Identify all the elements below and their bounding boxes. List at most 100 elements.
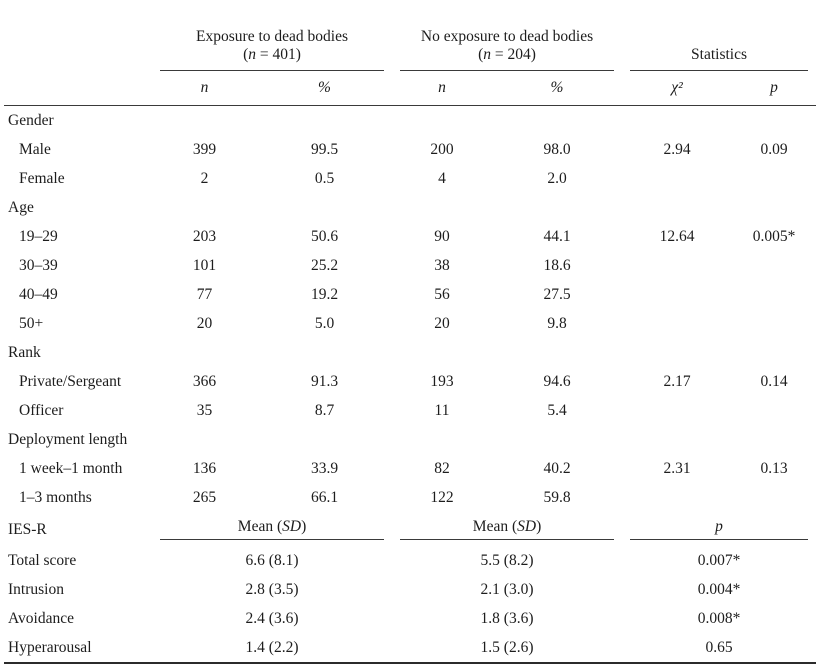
cell-exposure-n: 2: [200, 170, 209, 187]
cell-chi-square: [622, 251, 732, 280]
cell-p: 0.14: [760, 373, 788, 390]
cell-p: 0.09: [760, 141, 788, 158]
cell-exposure-n: 399: [192, 141, 217, 158]
cell-exposure-n: 203: [192, 228, 217, 245]
cell-mean-exposure: 1.4 (2.2): [152, 633, 393, 664]
cell-p-value: 0.65: [622, 633, 817, 664]
table-row: 19–29 203 50.6 90 44.1 12.64 0.005*: [4, 222, 816, 251]
row-label: Hyperarousal: [4, 633, 152, 664]
row-label: 1–3 months: [19, 489, 92, 506]
percent-header: %: [550, 79, 564, 96]
cell-p: [732, 280, 816, 309]
section-title: Rank: [8, 344, 41, 361]
column-group-exposure-rule: Exposure to dead bodies (n = 401): [160, 28, 385, 71]
col-header-no-exposure-pct: %: [492, 71, 623, 106]
cell-chi-square: [622, 309, 732, 338]
cell-no-exposure-pct: 94.6: [543, 373, 571, 390]
cell-p: 0.13: [760, 460, 788, 477]
cell-no-exposure-pct: 9.8: [547, 315, 567, 332]
col-header-no-exposure-n: n: [392, 71, 493, 106]
section-row-gender: Gender: [4, 106, 816, 136]
cell-no-exposure-n: 11: [434, 402, 450, 419]
col-header-exposure-pct: %: [257, 71, 393, 106]
column-group-no-exposure: No exposure to dead bodies (n = 204): [392, 4, 622, 71]
mean-text: Mean (: [237, 518, 283, 535]
cell-chi-square: [622, 483, 732, 512]
cell-no-exposure-pct: 18.6: [543, 257, 571, 274]
cell-exposure-pct: 8.7: [314, 402, 335, 419]
cell-exposure-pct: 66.1: [310, 489, 339, 506]
cell-p: [732, 251, 816, 280]
paren-close: ): [301, 518, 307, 535]
cell-no-exposure-n: 4: [438, 170, 446, 187]
table-row: 50+ 20 5.0 20 9.8: [4, 309, 816, 338]
sub-header-empty: [4, 71, 152, 106]
cell-p: [732, 396, 816, 425]
column-group-exposure-n: (n = 401): [160, 46, 384, 64]
cell-exposure-n: 77: [196, 286, 213, 303]
row-label: 30–39: [19, 257, 58, 274]
sub-header-row: n % n % χ² p: [4, 71, 817, 106]
statistics-table: Exposure to dead bodies (n = 401) No exp…: [4, 4, 817, 664]
cell-chi-square: [622, 280, 732, 309]
cell-exposure-pct: 25.2: [310, 257, 339, 274]
cell-chi-square: 2.94: [663, 141, 691, 158]
cell-exposure-pct: 5.0: [314, 315, 335, 332]
column-group-exposure-title: Exposure to dead bodies: [196, 28, 348, 45]
col-header-p: p: [732, 71, 817, 106]
table-row: 30–39 101 25.2 38 18.6: [4, 251, 816, 280]
column-group-no-exposure-title: No exposure to dead bodies: [420, 28, 594, 45]
paren-close: ): [536, 518, 542, 535]
cell-mean-no-exposure: 2.1 (3.0): [480, 581, 534, 598]
p-rule: p: [630, 518, 809, 540]
cell-mean-exposure: 2.8 (3.5): [245, 581, 299, 598]
table-row: Private/Sergeant 366 91.3 193 94.6 2.17 …: [4, 367, 816, 396]
iesr-label: IES-R: [8, 520, 47, 538]
cell-exposure-pct: 50.6: [310, 228, 339, 245]
column-group-statistics-title: Statistics: [691, 46, 748, 63]
cell-p: [732, 309, 816, 338]
cell-no-exposure-n: 56: [434, 286, 450, 303]
row-label: 19–29: [19, 228, 58, 245]
cell-mean-no-exposure: 1.5 (2.6): [392, 633, 623, 664]
mean-sd-rule: Mean (SD): [160, 518, 385, 540]
cell-no-exposure-n: 82: [434, 460, 450, 477]
iesr-row: Hyperarousal 1.4 (2.2) 1.5 (2.6) 0.65: [4, 633, 817, 664]
n-header: n: [438, 79, 446, 96]
cell-no-exposure-pct: 40.2: [543, 460, 571, 477]
cell-no-exposure-n: 20: [434, 315, 450, 332]
table-row: 40–49 77 19.2 56 27.5: [4, 280, 816, 309]
column-group-statistics: Statistics: [622, 4, 816, 71]
row-label: 50+: [19, 315, 44, 332]
cell-mean-exposure: 6.6 (8.1): [245, 552, 299, 569]
cell-chi-square: 12.64: [659, 228, 695, 245]
sd-symbol: SD: [517, 518, 537, 535]
iesr-row: Intrusion 2.8 (3.5) 2.1 (3.0) 0.004*: [4, 575, 816, 604]
column-group-no-exposure-n: (n = 204): [400, 46, 614, 64]
cell-exposure-n: 265: [192, 489, 217, 506]
cell-mean-no-exposure: 5.5 (8.2): [480, 552, 534, 569]
column-group-no-exposure-rule: No exposure to dead bodies (n = 204): [400, 28, 615, 71]
mean-sd-rule: Mean (SD): [400, 518, 615, 540]
row-label: Officer: [19, 402, 64, 419]
cell-mean-no-exposure: 1.8 (3.6): [480, 610, 534, 627]
cell-exposure-n: 35: [196, 402, 213, 419]
mean-sd-header-exposure: Mean (SD): [152, 512, 392, 546]
cell-p-value: 0.007*: [697, 552, 741, 569]
cell-chi-square: [622, 164, 732, 193]
section-row-age: Age: [4, 193, 816, 222]
sd-symbol: SD: [282, 518, 302, 535]
cell-no-exposure-n: 38: [434, 257, 450, 274]
row-label: 1 week–1 month: [19, 460, 123, 477]
n-symbol: n: [248, 46, 257, 63]
col-header-exposure-n: n: [152, 71, 257, 106]
cell-p: [732, 164, 816, 193]
cell-exposure-n: 101: [192, 257, 217, 274]
section-title: Deployment length: [8, 431, 128, 448]
col-header-chi-square: χ²: [622, 71, 733, 106]
cell-no-exposure-n: 122: [430, 489, 454, 506]
cell-no-exposure-pct: 59.8: [543, 489, 571, 506]
iesr-row: Total score 6.6 (8.1) 5.5 (8.2) 0.007*: [4, 546, 816, 575]
table-row: Officer 35 8.7 11 5.4: [4, 396, 816, 425]
table-row: 1 week–1 month 136 33.9 82 40.2 2.31 0.1…: [4, 454, 816, 483]
